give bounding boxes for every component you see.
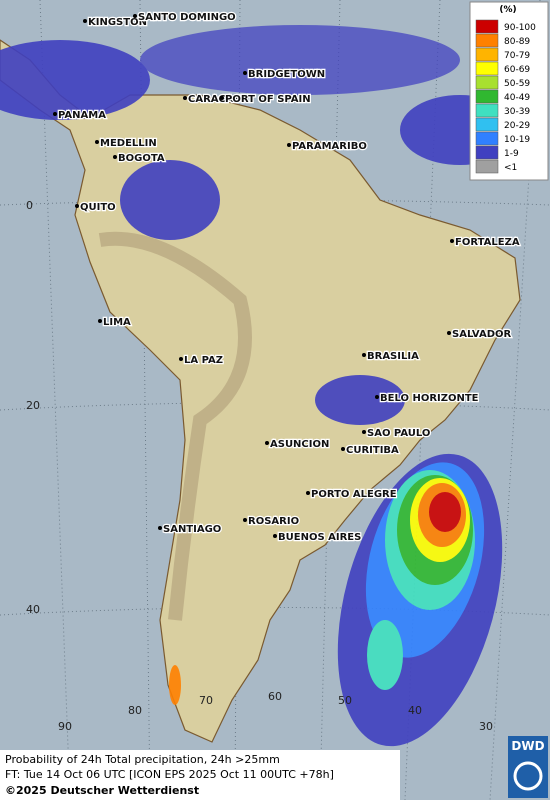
andes [98, 231, 252, 621]
city-label: SANTO DOMINGO [138, 12, 236, 23]
lon-label: 60 [268, 690, 282, 703]
city-dot [53, 112, 57, 116]
legend-swatch [475, 117, 499, 132]
city-label: SALVADOR [452, 329, 512, 340]
city-label: PORT OF SPAIN [225, 94, 311, 105]
city-dot [158, 526, 162, 530]
legend-swatch [475, 47, 499, 62]
footer-box [0, 750, 400, 800]
city-label: KINGSTON [88, 17, 147, 28]
city-label: BOGOTA [118, 153, 165, 164]
legend-swatch [475, 75, 499, 90]
city-label: SANTIAGO [163, 524, 221, 535]
city-label: BRIDGETOWN [248, 69, 325, 80]
city-dot [362, 353, 366, 357]
lat-label: 0 [26, 199, 33, 212]
city-dot [243, 518, 247, 522]
city-dot [375, 395, 379, 399]
lat-label: 20 [26, 399, 40, 412]
legend-label: 40-49 [504, 93, 530, 103]
city-dot [341, 447, 345, 451]
city-dot [306, 491, 310, 495]
city-dot [83, 19, 87, 23]
legend-label: 1-9 [504, 149, 519, 159]
lon-label: 70 [199, 694, 213, 707]
city-dot [183, 96, 187, 100]
lon-label: 80 [128, 704, 142, 717]
city-label: LIMA [103, 317, 131, 328]
legend-label: 80-89 [504, 37, 530, 47]
city-dot [447, 331, 451, 335]
city-label: FORTALEZA [455, 237, 520, 248]
legend-swatch [475, 33, 499, 48]
legend-label: 50-59 [504, 79, 530, 89]
city-label: PANAMA [58, 110, 106, 121]
city-dot [75, 204, 79, 208]
lat-label: 40 [26, 603, 40, 616]
legend-swatch [475, 89, 499, 104]
legend-swatch [475, 103, 499, 118]
city-label: CURITIBA [346, 445, 399, 456]
legend-label: <1 [504, 163, 517, 173]
legend-label: 60-69 [504, 65, 530, 75]
lon-label: 40 [408, 704, 422, 717]
legend-swatch [475, 61, 499, 76]
footer-forecast: FT: Tue 14 Oct 06 UTC [ICON EPS 2025 Oct… [5, 768, 334, 781]
city-dot [179, 357, 183, 361]
city-dot [113, 155, 117, 159]
legend-swatch [475, 19, 499, 34]
city-label: BELO HORIZONTE [380, 393, 479, 404]
city-label: QUITO [80, 202, 116, 213]
city-dot [450, 239, 454, 243]
city-label: LA PAZ [184, 355, 223, 366]
legend-swatch [475, 131, 499, 146]
city-dot [220, 96, 224, 100]
city-label: CARACAS [188, 94, 241, 105]
city-dot [95, 140, 99, 144]
logo-swirl [513, 761, 543, 791]
city-label: PARAMARIBO [292, 141, 367, 152]
city-dot [362, 430, 366, 434]
legend-swatch [475, 145, 499, 160]
city-label: ASUNCION [270, 439, 329, 450]
city-dot [273, 534, 277, 538]
lon-label: 50 [338, 694, 352, 707]
city-label: PORTO ALEGRE [311, 489, 397, 500]
legend-label: 20-29 [504, 121, 530, 131]
legend-label: 30-39 [504, 107, 530, 117]
legend-label: 90-100 [504, 23, 536, 33]
legend-label: 10-19 [504, 135, 530, 145]
city-dot [265, 441, 269, 445]
city-label: SAO PAULO [367, 428, 430, 439]
city-label: ROSARIO [248, 516, 299, 527]
legend-title: (%) [499, 5, 516, 15]
city-dot [287, 143, 291, 147]
city-label: MEDELLIN [100, 138, 157, 149]
city-dot [133, 14, 137, 18]
city-label: BRASILIA [367, 351, 419, 362]
lon-label: 30 [479, 720, 493, 733]
lon-label: 90 [58, 720, 72, 733]
city-dot [243, 71, 247, 75]
legend-swatch [475, 159, 499, 174]
footer-title: Probability of 24h Total precipitation, … [5, 753, 280, 766]
footer-copyright: ©2025 Deutscher Wetterdienst [5, 784, 199, 797]
city-label: BUENOS AIRES [278, 532, 361, 543]
city-dot [98, 319, 102, 323]
logo: DWD [511, 739, 544, 753]
legend-label: 70-79 [504, 51, 530, 61]
